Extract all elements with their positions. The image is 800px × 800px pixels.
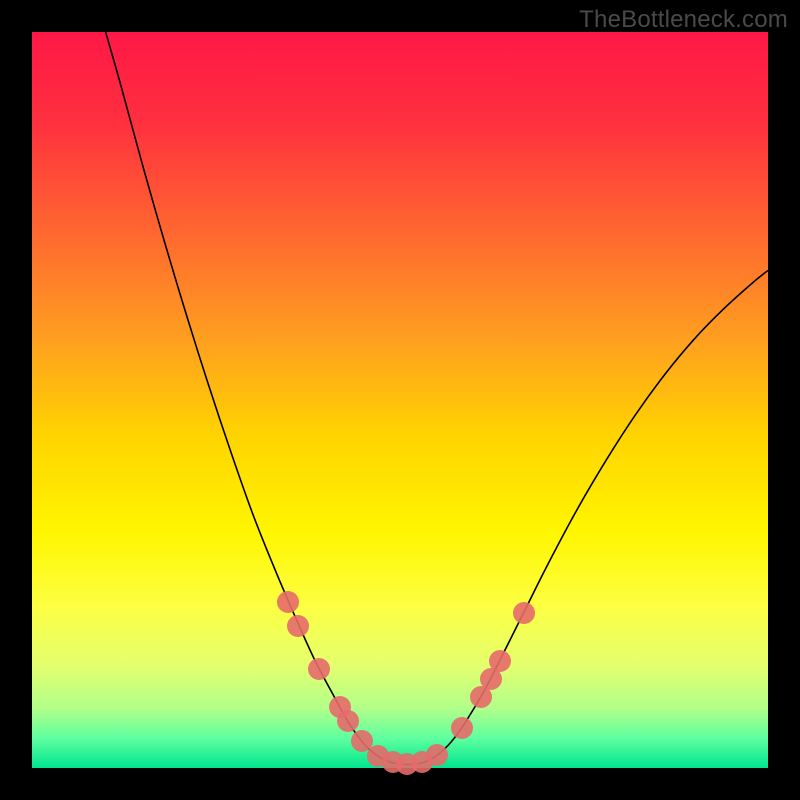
marker-dot <box>277 591 299 613</box>
marker-dot <box>308 658 330 680</box>
marker-dot <box>426 744 448 766</box>
watermark-text: TheBottleneck.com <box>579 6 788 34</box>
marker-dot <box>489 650 511 672</box>
chart-frame: TheBottleneck.com <box>0 0 800 800</box>
marker-dot <box>451 717 473 739</box>
marker-dot <box>337 710 359 732</box>
marker-dot <box>513 602 535 624</box>
marker-layer <box>32 32 768 768</box>
marker-dot <box>287 615 309 637</box>
plot-area <box>32 32 768 768</box>
